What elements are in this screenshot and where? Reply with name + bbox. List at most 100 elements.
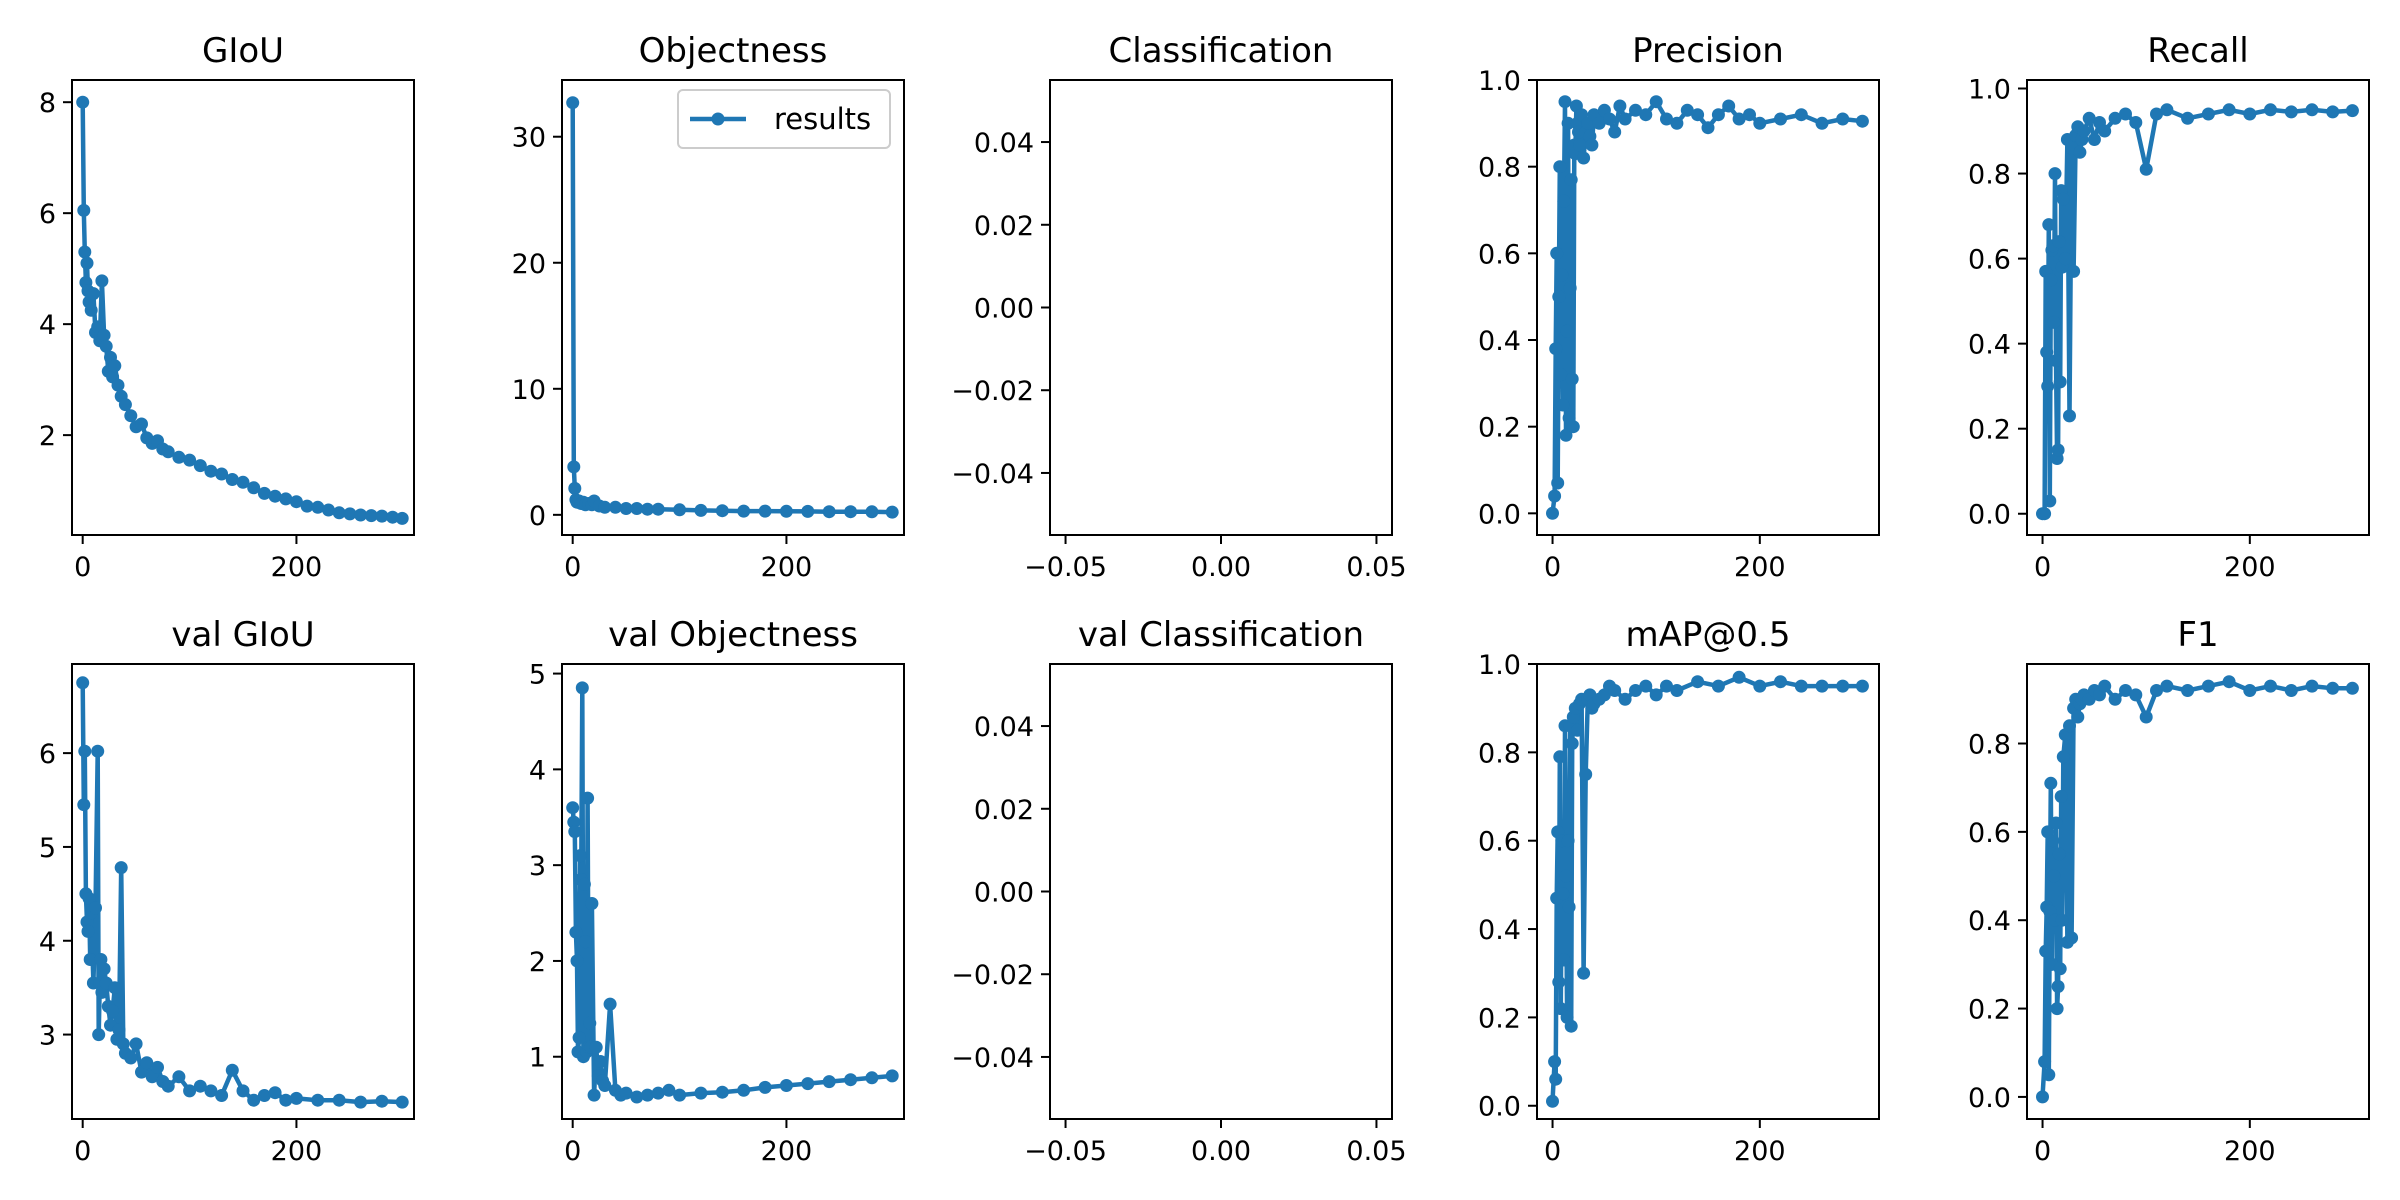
data-point (2181, 684, 2195, 697)
data-point (279, 1093, 293, 1107)
x-tick-label: 200 (761, 552, 813, 583)
data-point (2067, 264, 2081, 278)
data-point (172, 450, 186, 464)
data-point (581, 791, 595, 805)
y-tick-label: 2 (39, 421, 56, 452)
data-point (2139, 710, 2153, 724)
data-point (311, 500, 325, 514)
data-point (673, 503, 687, 517)
data-point (779, 504, 793, 518)
x-tick-label: 0.05 (1346, 1136, 1406, 1167)
data-point (694, 1086, 708, 1100)
data-point (111, 378, 125, 392)
y-tick-label: 0.8 (1968, 730, 2011, 761)
data-point (225, 1063, 239, 1077)
data-point (2051, 980, 2065, 993)
data-point (801, 1077, 815, 1091)
data-point (300, 499, 314, 513)
data-point (2063, 719, 2076, 733)
data-point (568, 825, 582, 839)
data-point (1639, 108, 1653, 122)
data-point (567, 815, 581, 829)
data-point (1608, 125, 1622, 139)
data-point (865, 1071, 879, 1085)
chart-panel-f1: F1 0 200 0.0 0.2 0.4 0.6 0.8 (1968, 615, 2370, 1167)
data-point (1629, 103, 1642, 117)
data-point (2042, 218, 2056, 232)
data-point (268, 1086, 282, 1100)
x-tick-label: 0 (74, 552, 91, 583)
data-point (311, 1093, 325, 1107)
data-point (1564, 1019, 1578, 1033)
y-tick-label: −0.04 (951, 1043, 1034, 1074)
chart-panel-recall: Recall 0 200 0.0 0.2 0.4 0.6 0.8 1.0 (1968, 31, 2370, 583)
data-point (1629, 684, 1642, 697)
data-point (2049, 816, 2063, 830)
data-point (2039, 944, 2053, 958)
data-point (215, 467, 229, 481)
data-point (118, 398, 132, 412)
y-tick-label: 3 (39, 1021, 56, 1052)
data-point (77, 798, 91, 812)
data-point (1774, 675, 1787, 689)
data-point (193, 459, 207, 473)
y-tick-label: 0.04 (974, 128, 1034, 159)
data-point (204, 464, 218, 478)
data-point (619, 502, 633, 515)
data-point (1722, 99, 1736, 113)
data-point (172, 1070, 186, 1084)
data-point (572, 1031, 586, 1045)
data-point (1549, 1072, 1563, 1086)
data-point (2139, 162, 2153, 176)
data-point (354, 1095, 368, 1109)
data-point (801, 504, 815, 518)
data-point (822, 1075, 836, 1089)
y-tick-label: 30 (512, 123, 546, 154)
data-point (364, 509, 378, 523)
data-point (2048, 167, 2062, 181)
data-point (1701, 121, 1715, 135)
data-point (1546, 1094, 1559, 1108)
data-point (2284, 684, 2298, 697)
data-point (822, 505, 836, 519)
y-tick-label: 0.8 (1478, 153, 1521, 184)
y-tick-label: 0.2 (1968, 995, 2011, 1026)
y-tick-label: 0.4 (1968, 906, 2011, 937)
data-point (2050, 1002, 2064, 1016)
data-point (568, 481, 582, 495)
y-tick-label: 5 (39, 833, 56, 864)
data-point (2073, 145, 2087, 159)
data-point (89, 901, 102, 915)
data-point (354, 508, 368, 522)
chart-panel-classification: Classification −0.05 0.00 0.05 −0.04 −0.02 0.0… (951, 31, 1406, 583)
data-point (641, 502, 654, 516)
data-point (97, 328, 111, 342)
data-point (737, 1083, 751, 1097)
data-point (1551, 476, 1565, 490)
y-tick-label: 3 (529, 851, 546, 882)
data-point (2047, 869, 2061, 883)
axes-frame (1536, 663, 1880, 1120)
data-point (114, 861, 128, 875)
data-point (1855, 114, 1869, 128)
data-point (2071, 710, 2085, 724)
data-point (1546, 506, 1559, 520)
data-point (86, 287, 100, 301)
data-point (662, 1083, 676, 1097)
data-point (332, 1093, 346, 1107)
data-point (1553, 750, 1567, 764)
y-tick-label: 0.2 (1478, 1003, 1521, 1034)
data-point (603, 997, 617, 1011)
y-tick-label: 0.02 (974, 211, 1034, 242)
data-point (1618, 692, 1632, 706)
y-tick-label: 2 (529, 947, 546, 978)
data-point (2041, 379, 2055, 393)
data-point (885, 505, 899, 519)
y-tick-label: 1.0 (1478, 650, 1521, 681)
x-tick-label: 0 (2034, 1136, 2051, 1167)
data-point (2264, 679, 2277, 693)
data-point (1753, 679, 1767, 693)
data-point (257, 1089, 271, 1102)
